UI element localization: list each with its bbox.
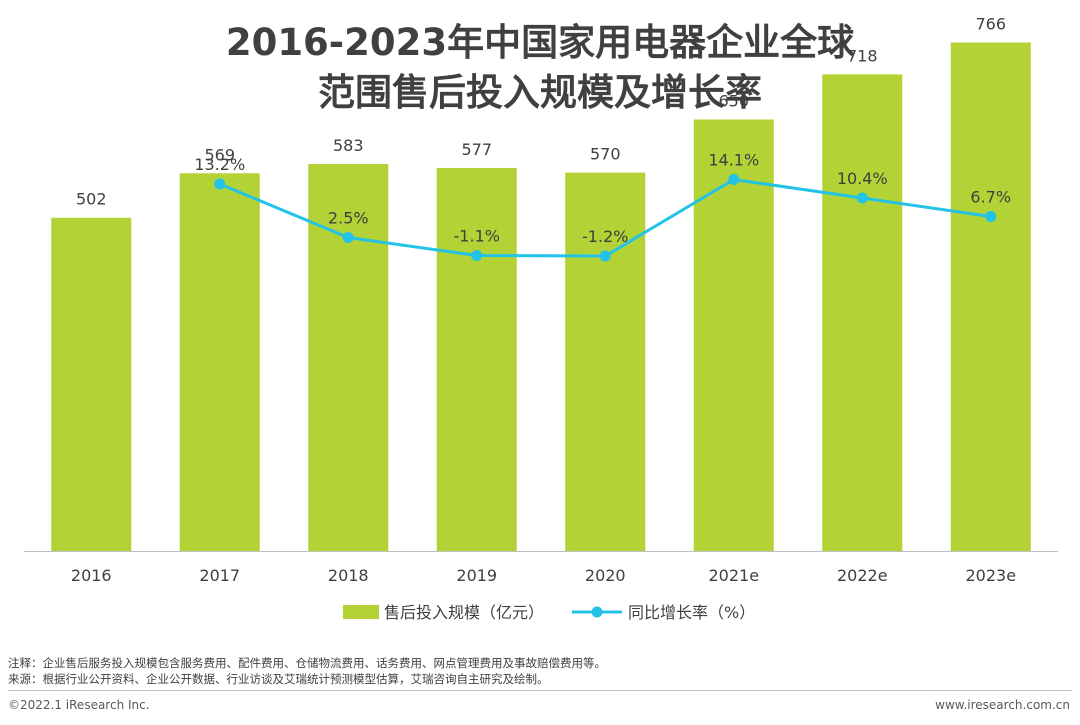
bar-2017: [179, 173, 260, 551]
x-tick-label: 2021e: [708, 566, 759, 585]
combo-chart: 502 2016 569 2017 583 2018 577 2019 570 2020 650 20…: [24, 14, 1058, 622]
website-link[interactable]: www.iresearch.com.cn: [935, 698, 1070, 712]
growth-rate-label: 14.1%: [708, 151, 759, 170]
x-tick-label: 2017: [199, 566, 240, 585]
x-tick-label: 2023e: [965, 566, 1016, 585]
growth-rate-point: [728, 174, 740, 185]
x-tick-label: 2022e: [837, 566, 888, 585]
bar-value-label: 583: [333, 136, 364, 155]
legend-bar-swatch: [343, 605, 379, 619]
bar-value-label: 569: [204, 145, 235, 164]
growth-rate-label: 13.2%: [194, 155, 245, 174]
bar-value-label: 570: [590, 145, 621, 164]
bar-value-label: 650: [718, 91, 749, 110]
x-tick-label: 2019: [456, 566, 497, 585]
growth-rate-label: 10.4%: [837, 169, 888, 188]
x-tick-label: 2020: [585, 566, 626, 585]
chart-title-line-2: 范围售后投入规模及增长率: [318, 71, 762, 114]
x-tick-label: 2018: [328, 566, 369, 585]
growth-rate-point: [985, 211, 997, 222]
growth-rate-label: 2.5%: [328, 209, 369, 228]
growth-rate-label: -1.1%: [454, 227, 500, 246]
chart-title-line-1: 2016-2023年中国家用电器企业全球: [225, 21, 855, 64]
footnote-note: 注释：企业售后服务投入规模包含服务费用、配件费用、仓储物流费用、话务费用、网点管…: [8, 656, 606, 670]
bar-2016: [51, 217, 132, 552]
legend-bar-label: 售后投入规模（亿元）: [384, 603, 544, 622]
bar-2023e: [950, 42, 1031, 551]
footer-divider: [8, 690, 1072, 691]
bar-2022e: [822, 74, 903, 551]
bar-value-label: 577: [461, 140, 492, 159]
bar-value-label: 766: [975, 14, 1006, 33]
legend-line-label: 同比增长率（%）: [628, 603, 755, 622]
bar-value-label: 718: [847, 46, 878, 65]
growth-rate-point: [471, 250, 483, 261]
bar-value-label: 502: [76, 190, 107, 209]
growth-rate-point: [856, 192, 868, 204]
bar-2019: [436, 167, 517, 551]
x-tick-label: 2016: [71, 566, 112, 585]
growth-rate-label: 6.7%: [970, 188, 1011, 207]
growth-rate-label: -1.2%: [582, 227, 628, 246]
growth-rate-point: [342, 232, 354, 243]
bar-2020: [565, 172, 646, 551]
growth-rate-point: [599, 250, 611, 262]
footnote-source: 来源：根据行业公开资料、企业公开数据、行业访谈及艾瑞统计预测模型估算，艾瑞咨询自…: [8, 672, 549, 686]
bar-2018: [308, 163, 389, 551]
copyright-text: ©2022.1 iResearch Inc.: [8, 698, 150, 712]
growth-rate-point: [214, 178, 226, 190]
legend-line-marker: [591, 606, 603, 618]
bar-2021e: [693, 119, 774, 552]
chart-title: 2016-2023年中国家用电器企业全球 范围售后投入规模及增长率: [0, 18, 1080, 118]
